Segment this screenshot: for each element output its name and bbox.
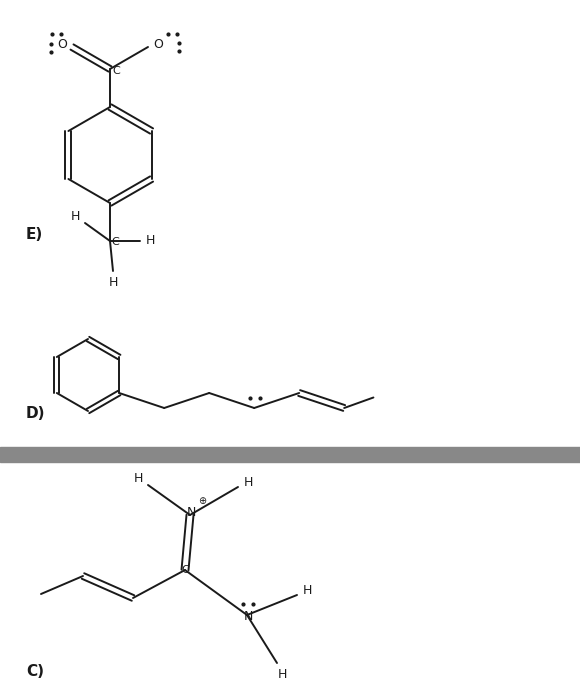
- Text: H: H: [244, 475, 253, 489]
- Text: ⊕: ⊕: [198, 496, 206, 506]
- Text: H: H: [70, 211, 79, 223]
- Text: C: C: [181, 565, 189, 575]
- Text: C): C): [26, 664, 44, 680]
- Bar: [0, 447, 580, 462]
- Text: E): E): [26, 227, 44, 242]
- Text: H: H: [133, 473, 143, 486]
- Text: N: N: [186, 505, 195, 519]
- Text: H: H: [277, 668, 287, 682]
- Text: O: O: [153, 38, 163, 50]
- Text: H: H: [108, 276, 118, 290]
- Text: O: O: [57, 38, 67, 50]
- Text: N: N: [244, 610, 253, 624]
- Text: D): D): [26, 405, 46, 421]
- Text: H: H: [302, 584, 311, 598]
- Text: C: C: [111, 237, 119, 247]
- Text: C: C: [112, 66, 120, 76]
- Text: H: H: [146, 234, 155, 248]
